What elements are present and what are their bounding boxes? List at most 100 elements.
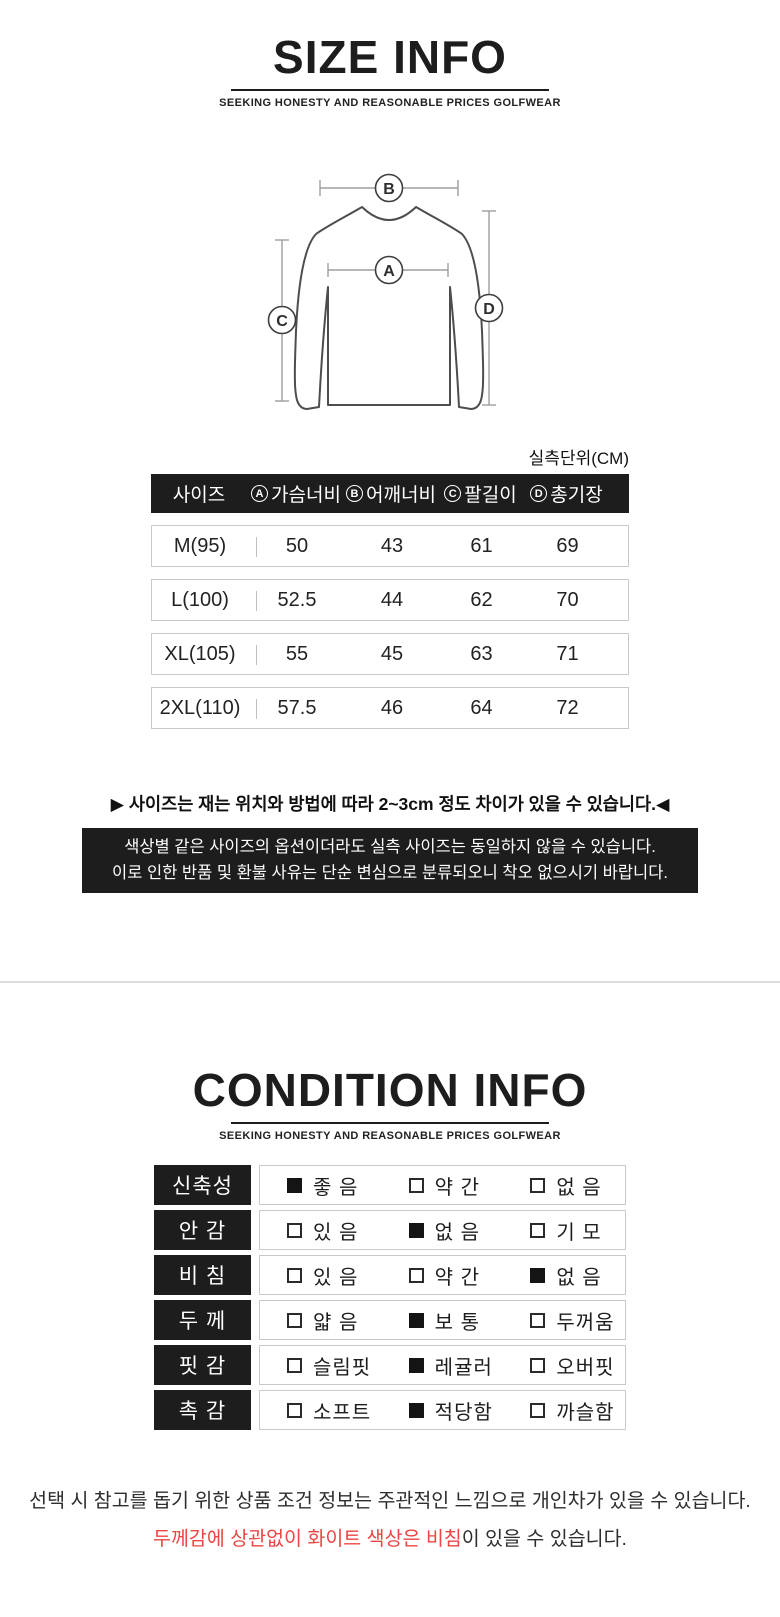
circled-d-icon: D xyxy=(530,485,548,502)
checkbox-icon xyxy=(287,1357,302,1373)
shoulder-value: 45 xyxy=(380,642,404,665)
condition-label: 핏 감 xyxy=(154,1345,251,1385)
checkbox-icon xyxy=(287,1402,302,1418)
condition-row-stretch: 신축성 좋 음 약 간 없 음 xyxy=(154,1165,626,1205)
condition-option: 슬림핏 xyxy=(260,1346,382,1384)
condition-footnote-1: 선택 시 참고를 돕기 위한 상품 조건 정보는 주관적인 느낌으로 개인차가 … xyxy=(29,1490,751,1512)
condition-option: 좋 음 xyxy=(260,1166,382,1204)
measurement-unit-label: 실측단위(CM) xyxy=(528,449,629,468)
checkbox-icon xyxy=(408,1357,424,1373)
checkbox-icon xyxy=(530,1357,546,1373)
condition-row-sheerness: 비 침 있 음 약 간 없 음 xyxy=(154,1255,626,1295)
size-info-title: SIZE INFO xyxy=(273,31,507,83)
condition-option: 보 통 xyxy=(382,1301,504,1339)
condition-option: 약 간 xyxy=(382,1256,504,1294)
condition-option: 없 음 xyxy=(503,1166,625,1204)
checkbox-icon xyxy=(287,1177,302,1193)
length-value: 71 xyxy=(556,642,579,665)
size-title-underline xyxy=(231,89,549,91)
checkbox-icon xyxy=(287,1222,302,1238)
condition-info-section: CONDITION INFO SEEKING HONESTY AND REASO… xyxy=(0,983,780,1551)
section-divider xyxy=(0,981,780,983)
checkbox-icon xyxy=(287,1267,302,1283)
size-table: 실측단위(CM) 사이즈 A 가슴너비 B 어깨너비 C 팔길이 D 총기장 M(95)… xyxy=(151,444,629,729)
condition-option: 레귤러 xyxy=(382,1346,504,1384)
checkbox-icon xyxy=(408,1402,424,1418)
condition-option: 있 음 xyxy=(260,1211,382,1249)
header-shoulder: B 어깨너비 xyxy=(345,480,437,507)
chest-value: 52.5 xyxy=(277,588,317,611)
sleeve-label: C xyxy=(276,313,288,330)
row-divider xyxy=(256,699,257,719)
size-table-row: XL(105) 55 45 63 71 xyxy=(151,633,629,675)
row-divider xyxy=(256,537,257,557)
condition-option: 없 음 xyxy=(503,1256,625,1294)
size-table-row: L(100) 52.5 44 62 70 xyxy=(151,579,629,621)
size-info-subtitle: SEEKING HONESTY AND REASONABLE PRICES GO… xyxy=(219,97,561,109)
header-length: D 총기장 xyxy=(524,480,629,507)
footnote-rest-text: 이 있을 수 있습니다. xyxy=(461,1528,627,1550)
length-label-badge: D xyxy=(474,293,504,323)
condition-options: 얇 음 보 통 두꺼움 xyxy=(259,1300,626,1340)
shoulder-label-badge: B xyxy=(374,173,404,203)
condition-options: 있 음 없 음 기 모 xyxy=(259,1210,626,1250)
size-info-section: SIZE INFO SEEKING HONESTY AND REASONABLE… xyxy=(82,31,698,893)
header-sleeve: C 팔길이 xyxy=(437,480,524,507)
warning-line-2: 이로 인한 반품 및 환불 사유는 단순 변심으로 분류되오니 착오 없으시기 … xyxy=(112,864,668,882)
sleeve-value: 64 xyxy=(470,696,493,719)
sleeve-label-badge: C xyxy=(267,305,297,335)
footnote-red-text: 두께감에 상관없이 화이트 색상은 비침 xyxy=(153,1528,462,1550)
condition-option: 적당함 xyxy=(382,1391,504,1429)
condition-option: 없 음 xyxy=(382,1211,504,1249)
condition-label: 두 께 xyxy=(154,1300,251,1340)
header-chest: A 가슴너비 xyxy=(247,480,345,507)
checkbox-icon xyxy=(408,1177,424,1193)
checkbox-icon xyxy=(530,1402,546,1418)
checkbox-icon xyxy=(408,1222,424,1238)
circled-a-icon: A xyxy=(251,485,269,502)
length-label: D xyxy=(483,301,495,318)
condition-label: 촉 감 xyxy=(154,1390,251,1430)
size-name: 2XL(110) xyxy=(159,696,241,719)
length-value: 69 xyxy=(556,534,579,557)
checkbox-icon xyxy=(530,1222,546,1238)
row-divider xyxy=(256,645,257,665)
chest-value: 50 xyxy=(285,534,309,557)
condition-options: 소프트 적당함 까슬함 xyxy=(259,1390,626,1430)
condition-label: 신축성 xyxy=(154,1165,251,1205)
row-divider xyxy=(256,591,257,611)
circled-c-icon: C xyxy=(444,485,462,502)
condition-row-texture: 촉 감 소프트 적당함 까슬함 xyxy=(154,1390,626,1430)
header-size: 사이즈 xyxy=(172,485,226,506)
condition-option: 있 음 xyxy=(260,1256,382,1294)
length-value: 72 xyxy=(556,696,579,719)
shoulder-value: 44 xyxy=(380,588,404,611)
condition-option: 소프트 xyxy=(260,1391,382,1429)
condition-label: 비 침 xyxy=(154,1255,251,1295)
sleeve-value: 63 xyxy=(470,642,493,665)
chest-label-badge: A xyxy=(374,255,404,285)
condition-title-underline xyxy=(231,1122,549,1124)
shoulder-value: 43 xyxy=(380,534,404,557)
condition-options: 좋 음 약 간 없 음 xyxy=(259,1165,626,1205)
shoulder-label: B xyxy=(383,181,395,198)
condition-row-thickness: 두 께 얇 음 보 통 두꺼움 xyxy=(154,1300,626,1340)
shirt-diagram-svg: B A C D xyxy=(267,173,504,410)
chest-label: A xyxy=(383,263,395,280)
condition-option: 까슬함 xyxy=(503,1391,625,1429)
condition-info-title: CONDITION INFO xyxy=(192,1064,588,1116)
sleeve-value: 61 xyxy=(470,534,493,557)
condition-option: 기 모 xyxy=(503,1211,625,1249)
condition-option: 약 간 xyxy=(382,1166,504,1204)
checkbox-icon xyxy=(530,1312,546,1328)
condition-row-lining: 안 감 있 음 없 음 기 모 xyxy=(154,1210,626,1250)
length-value: 70 xyxy=(556,588,579,611)
sleeve-value: 62 xyxy=(470,588,493,611)
size-tolerance-note: ▶ 사이즈는 재는 위치와 방법에 따라 2~3cm 정도 차이가 있을 수 있… xyxy=(110,794,670,814)
checkbox-icon xyxy=(408,1267,424,1283)
size-table-header: 사이즈 A 가슴너비 B 어깨너비 C 팔길이 D 총기장 xyxy=(151,474,629,513)
chest-value: 55 xyxy=(285,642,309,665)
checkbox-icon xyxy=(530,1177,546,1193)
shoulder-value: 46 xyxy=(380,696,404,719)
condition-row-fit: 핏 감 슬림핏 레귤러 오버핏 xyxy=(154,1345,626,1385)
